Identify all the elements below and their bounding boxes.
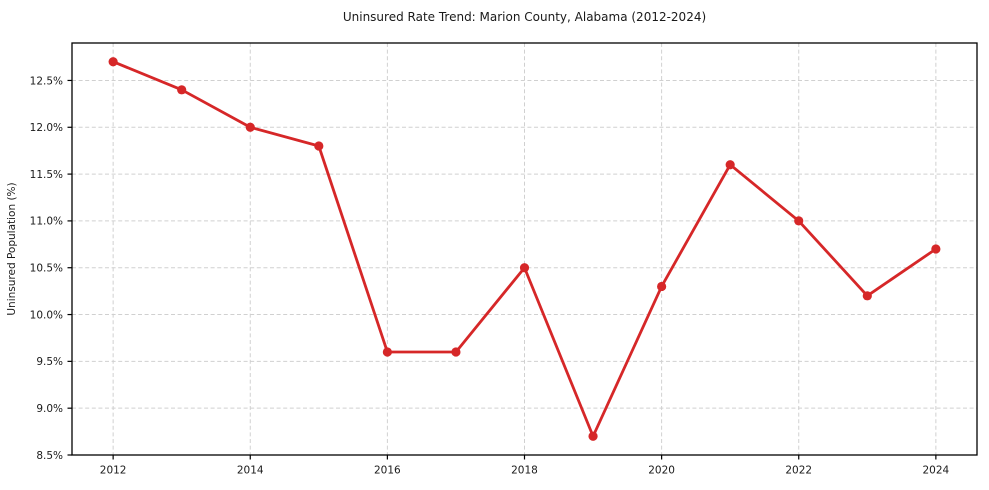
data-point-marker (588, 431, 598, 441)
x-tick-label: 2018 (511, 465, 538, 477)
data-point-marker (931, 244, 941, 254)
y-tick-label: 8.5% (36, 450, 63, 462)
data-point-marker (314, 141, 324, 151)
y-tick-label: 9.5% (36, 356, 63, 368)
x-tick-label: 2020 (648, 465, 675, 477)
y-tick-label: 12.0% (30, 122, 63, 134)
y-tick-label: 11.5% (30, 169, 63, 181)
data-point-marker (519, 263, 530, 273)
data-point-marker (794, 216, 804, 226)
chart-title: Uninsured Rate Trend: Marion County, Ala… (343, 10, 706, 24)
y-tick-label: 9.0% (36, 403, 63, 415)
x-tick-label: 2022 (785, 465, 812, 477)
y-axis-label: Uninsured Population (%) (6, 182, 18, 315)
data-point-marker (862, 291, 872, 301)
data-point-marker (108, 57, 118, 67)
y-tick-label: 10.0% (30, 309, 63, 321)
data-point-marker (451, 347, 461, 357)
tick-layer: 8.5% 9.0% 9.5% 10.0% 10.5% 11.0% 11.5% 12.0% 12.… (30, 75, 950, 476)
x-tick-label: 2016 (374, 465, 401, 477)
data-point-marker (725, 160, 735, 170)
data-point-marker (657, 281, 667, 292)
data-point-marker (382, 347, 392, 357)
x-tick-label: 2024 (922, 465, 949, 477)
y-tick-label: 12.5% (30, 75, 63, 87)
data-point-marker (177, 85, 187, 95)
plot-frame (71, 42, 978, 456)
x-tick-label: 2012 (100, 465, 127, 477)
data-point-marker (245, 122, 255, 132)
trend-line-series (108, 57, 941, 441)
y-tick-label: 11.0% (30, 216, 63, 228)
y-tick-label: 10.5% (30, 263, 63, 275)
x-tick-label: 2014 (237, 465, 264, 477)
